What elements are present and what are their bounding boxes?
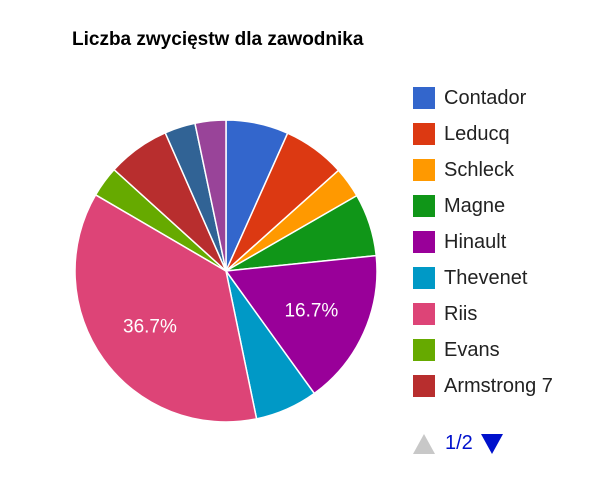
legend-swatch — [413, 231, 435, 253]
legend-swatch — [413, 159, 435, 181]
legend-label: Contador — [444, 86, 527, 109]
legend-label: Hinault — [444, 230, 507, 253]
legend-swatch — [413, 339, 435, 361]
legend-swatch — [413, 195, 435, 217]
legend-label: Armstrong 7 — [444, 374, 553, 397]
legend-label: Evans — [444, 338, 500, 361]
pie-slice-unlabeled-10[interactable] — [194, 119, 227, 272]
legend-item[interactable]: Thevenet — [413, 265, 527, 291]
legend-item[interactable]: Evans — [413, 337, 500, 363]
legend-swatch — [413, 123, 435, 145]
legend-item[interactable]: Contador — [413, 85, 526, 111]
legend-swatch — [413, 375, 435, 397]
legend-swatch — [413, 87, 435, 109]
legend-label: Leducq — [444, 122, 510, 145]
legend-item[interactable]: Schleck — [413, 157, 514, 183]
pie-slice-hinault[interactable] — [224, 254, 378, 395]
triangle-down-icon[interactable] — [480, 433, 503, 454]
slice-percent-label: 16.7% — [284, 300, 338, 321]
legend-label: Thevenet — [444, 266, 528, 289]
legend-label: Schleck — [444, 158, 515, 181]
pie-slice-riis[interactable] — [74, 193, 258, 423]
legend-item[interactable]: Riis — [413, 301, 477, 327]
legend-item[interactable]: Armstrong 7 — [413, 373, 553, 399]
legend-item[interactable]: Leducq — [413, 121, 510, 147]
pager-page-indicator: 1/2 — [445, 432, 473, 454]
legend-swatch — [413, 303, 435, 325]
legend-item[interactable]: Hinault — [413, 229, 506, 255]
legend-item[interactable]: Magne — [413, 193, 505, 219]
slice-percent-label: 36.7% — [123, 317, 177, 338]
triangle-up-icon[interactable] — [413, 433, 435, 454]
legend-swatch — [413, 267, 435, 289]
chart-title: Liczba zwycięstw dla zawodnika — [72, 29, 364, 50]
legend-pager: 1/2 — [413, 432, 503, 455]
legend-label: Magne — [444, 194, 506, 217]
legend-label: Riis — [444, 302, 478, 325]
